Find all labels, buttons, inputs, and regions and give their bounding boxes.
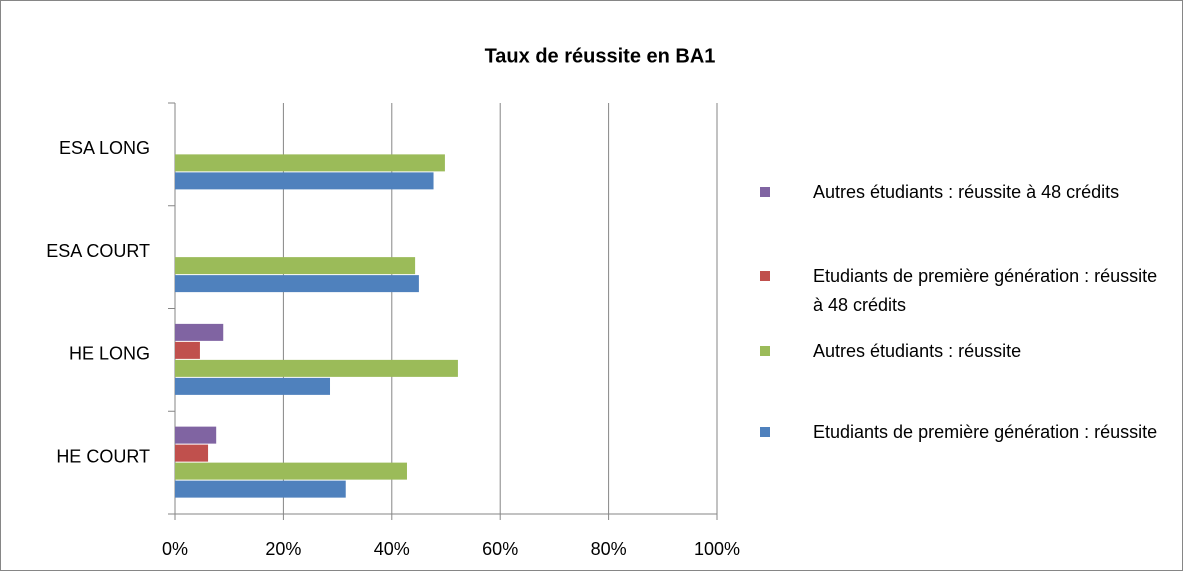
legend-item: Etudiants de première génération : réuss…	[760, 262, 1170, 320]
bar	[175, 359, 458, 377]
x-tick-label: 40%	[374, 539, 410, 559]
legend-label: Autres étudiants : réussite à 48 crédits	[813, 182, 1120, 202]
legend-swatch	[760, 187, 770, 197]
x-tick-label: 0%	[162, 539, 188, 559]
legend-label: Etudiants de première génération : réuss…	[813, 422, 1158, 442]
chart-title: Taux de réussite en BA1	[485, 45, 716, 67]
x-tick-label: 100%	[694, 539, 740, 559]
bar	[175, 462, 407, 480]
legend-swatch	[760, 427, 770, 437]
y-tick-label: HE COURT	[56, 446, 150, 466]
bar	[175, 275, 419, 293]
bar	[175, 426, 217, 444]
x-tick-label: 20%	[265, 539, 301, 559]
bar	[175, 341, 200, 359]
legend-item: Etudiants de première génération : réuss…	[760, 418, 1170, 447]
bar	[175, 323, 224, 341]
bar	[175, 172, 434, 190]
y-tick-label: HE LONG	[69, 344, 150, 364]
bar	[175, 154, 445, 172]
bar	[175, 444, 209, 462]
x-tick-label: 60%	[482, 539, 518, 559]
legend-item: Autres étudiants : réussite	[760, 337, 1170, 366]
y-tick-label: ESA COURT	[46, 241, 150, 261]
legend-label: Autres étudiants : réussite	[813, 341, 1022, 361]
bar	[175, 257, 416, 275]
bar	[175, 480, 346, 498]
x-tick-label: 80%	[591, 539, 627, 559]
legend-swatch	[760, 271, 770, 281]
legend-item: Autres étudiants : réussite à 48 crédits	[760, 178, 1170, 207]
legend-label: Etudiants de première génération : réuss…	[813, 266, 1158, 315]
legend-swatch	[760, 346, 770, 356]
bar	[175, 377, 331, 395]
y-tick-label: ESA LONG	[59, 138, 150, 158]
